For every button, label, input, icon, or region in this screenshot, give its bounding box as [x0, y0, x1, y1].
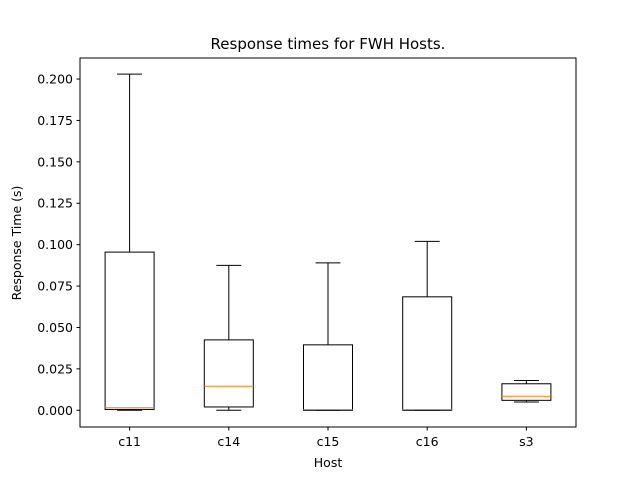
box-iqr-c15 [303, 344, 353, 411]
x-axis-label: Host [314, 455, 343, 470]
box-iqr-c14 [203, 339, 254, 408]
y-tick-label: 0.200 [37, 72, 73, 87]
y-tick-label: 0.050 [37, 320, 73, 335]
x-tick-label: c14 [217, 434, 240, 449]
box-c15 [303, 262, 353, 411]
y-tick-label: 0.150 [37, 154, 73, 169]
x-tick-label: c16 [416, 434, 439, 449]
y-axis: 0.000 0.025 0.050 0.075 0.100 0.125 0.150 0.175… [37, 72, 80, 418]
chart-title: Response times for FWH Hosts. [211, 35, 446, 53]
y-axis-label: Response Time (s) [9, 186, 24, 301]
y-tick-label: 0.125 [37, 196, 73, 211]
x-tick-label: c11 [118, 434, 141, 449]
y-tick-label: 0.025 [37, 361, 73, 376]
y-tick-label: 0.075 [37, 279, 73, 294]
x-tick-label: s3 [519, 434, 533, 449]
y-tick-label: 0.000 [37, 403, 73, 418]
y-tick-label: 0.100 [37, 237, 73, 252]
box-iqr-c11 [104, 251, 155, 410]
plot-area [104, 73, 552, 411]
box-iqr-s3 [501, 383, 552, 401]
x-tick-label: c15 [317, 434, 340, 449]
box-s3 [501, 379, 552, 403]
box-c14 [203, 264, 254, 411]
x-axis: c11 c14 c15 c16 s3 [118, 427, 534, 449]
box-iqr-c16 [402, 296, 453, 411]
box-c11 [104, 73, 155, 411]
y-tick-label: 0.175 [37, 113, 73, 128]
box-c16 [402, 240, 453, 411]
